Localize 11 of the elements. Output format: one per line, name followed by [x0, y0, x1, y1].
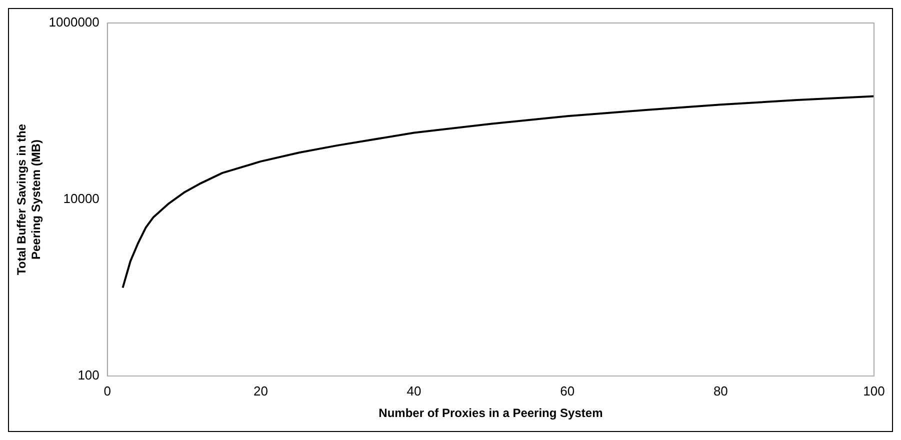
- x-tick-label: 100: [863, 383, 885, 398]
- y-tick-label: 1000000: [48, 14, 100, 30]
- y-axis-title: Total Buffer Savings in the Peering System (MB): [14, 124, 43, 276]
- x-tick-label: 20: [253, 383, 268, 398]
- y-tick-label: 10000: [63, 191, 100, 206]
- x-tick-label: 0: [104, 383, 112, 398]
- x-tick-label: 80: [713, 383, 728, 398]
- x-tick-label: 40: [406, 383, 422, 398]
- x-tick-label: 60: [560, 383, 575, 398]
- x-axis-title: Number of Proxies in a Peering System: [378, 406, 603, 420]
- y-tick-label: 100: [78, 368, 100, 383]
